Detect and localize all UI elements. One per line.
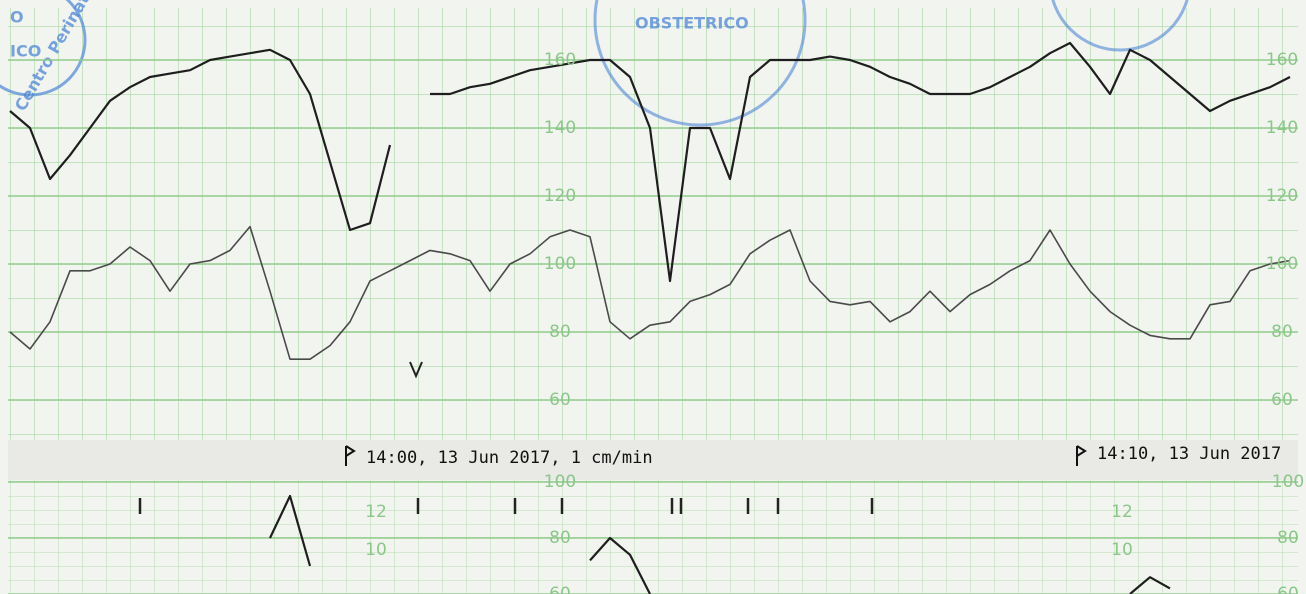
y-tick-label: 60 xyxy=(549,390,571,410)
y-tick-label: 100 xyxy=(544,472,576,492)
scale-label: 12 xyxy=(1111,502,1133,522)
time-annotation: 14:10, 13 Jun 2017 xyxy=(1097,444,1281,464)
paper-grid xyxy=(8,8,1298,440)
stamp-text: O xyxy=(10,8,24,27)
y-tick-label: 100 xyxy=(1266,254,1298,274)
y-tick-label: 80 xyxy=(549,322,571,342)
stamp-ring xyxy=(0,0,87,97)
y-tick-label: 60 xyxy=(1277,584,1299,594)
plot xyxy=(8,481,1298,594)
trace xyxy=(9,41,1291,283)
time-flag xyxy=(345,445,1087,466)
y-tick-label: 80 xyxy=(1277,528,1299,548)
scale-label: 12 xyxy=(365,502,387,522)
paper-grid-lower xyxy=(8,480,1298,594)
y-tick-label: 100 xyxy=(1272,472,1304,492)
time-annotation: 14:00, 13 Jun 2017, 1 cm/min xyxy=(366,448,653,468)
y-tick-label: 80 xyxy=(1271,322,1293,342)
y-tick-label: 60 xyxy=(1271,390,1293,410)
trace xyxy=(269,494,1171,594)
y-tick-label: 100 xyxy=(544,254,576,274)
trace xyxy=(9,225,1291,360)
stamp-ring xyxy=(593,0,807,127)
stamp-text: ICO xyxy=(10,42,41,61)
scale-label: 10 xyxy=(365,540,387,560)
stamp-ring xyxy=(1051,0,1189,52)
y-tick-label: 60 xyxy=(549,584,571,594)
y-tick-label: 160 xyxy=(544,50,576,70)
stamp-text: OBSTETRICO xyxy=(635,14,749,33)
y-tick-label: 160 xyxy=(1266,50,1298,70)
scale-label: 10 xyxy=(1111,540,1133,560)
y-tick-label: 80 xyxy=(549,528,571,548)
print-band xyxy=(8,440,1298,480)
y-tick-label: 140 xyxy=(1266,118,1298,138)
plot xyxy=(8,41,1298,401)
y-tick-label: 140 xyxy=(544,118,576,138)
event-marks xyxy=(138,498,874,514)
hand-mark xyxy=(409,361,423,379)
y-tick-label: 120 xyxy=(544,186,576,206)
y-tick-label: 120 xyxy=(1266,186,1298,206)
